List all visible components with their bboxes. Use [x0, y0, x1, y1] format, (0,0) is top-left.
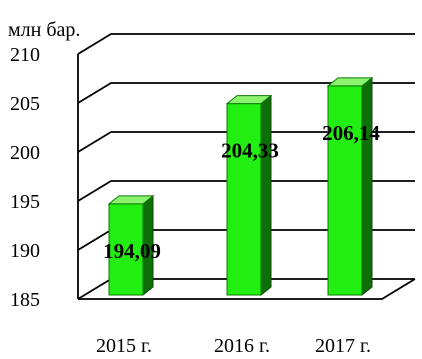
- grid-line: [77, 82, 415, 104]
- grid-line: [77, 180, 415, 202]
- bar-side: [260, 94, 272, 297]
- bar-top: [107, 195, 155, 205]
- data-label: 194,09: [103, 239, 161, 263]
- bar-front: [108, 203, 144, 296]
- y-tick-label: 210: [10, 44, 40, 66]
- y-tick-label: 195: [10, 191, 40, 213]
- data-labels: 194,09 204,33 206,14: [103, 121, 380, 263]
- category-labels: 2015 г. 2016 г. 2017 г.: [96, 335, 371, 357]
- category-label: 2016 г.: [214, 335, 270, 357]
- floor-edge: [78, 278, 416, 300]
- y-tick-label: 200: [10, 142, 40, 164]
- bar: [225, 94, 273, 297]
- bar-side: [361, 76, 373, 297]
- bar-front: [226, 103, 262, 296]
- y-tick-label: 185: [10, 289, 40, 311]
- data-label: 204,33: [221, 139, 279, 163]
- y-axis-unit-label: млн бар.: [8, 19, 80, 41]
- y-tick-labels: 185 190 195 200 205 210: [10, 44, 40, 311]
- bar: [326, 76, 374, 297]
- grid-line: [77, 33, 415, 55]
- category-label: 2015 г.: [96, 335, 152, 357]
- bars: [107, 76, 374, 297]
- bar-front: [327, 85, 363, 296]
- y-tick-label: 205: [10, 93, 40, 115]
- bar-top: [225, 95, 273, 105]
- data-label: 206,14: [322, 121, 380, 145]
- grid-line: [77, 131, 415, 153]
- category-label: 2017 г.: [315, 335, 371, 357]
- bar: [107, 194, 155, 297]
- bar-top: [326, 77, 374, 87]
- grid-lines: [77, 33, 416, 300]
- y-tick-label: 190: [10, 240, 40, 262]
